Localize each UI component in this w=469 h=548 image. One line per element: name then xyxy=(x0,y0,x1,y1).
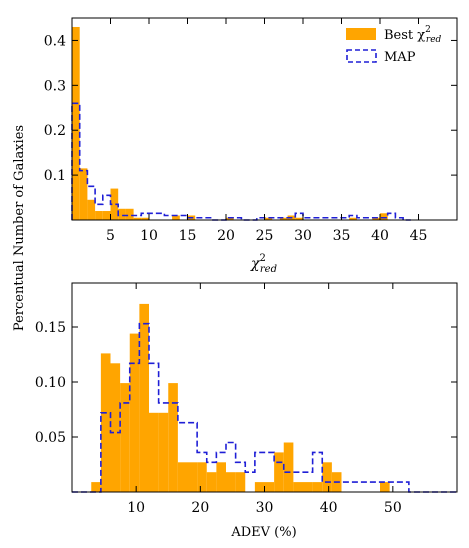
chi2-y-ticks: 0.1 0.2 0.3 0.4 xyxy=(44,33,457,184)
best-bar xyxy=(149,412,159,492)
best-bar xyxy=(139,303,149,492)
best-bar xyxy=(349,217,357,220)
chi2-x-ticks: 5 10 15 20 25 30 35 40 45 xyxy=(106,18,427,244)
best-bar xyxy=(293,482,303,492)
best-bar xyxy=(110,363,121,492)
best-bar xyxy=(118,208,126,220)
x-tick-label: 10 xyxy=(127,500,145,516)
legend-map-swatch xyxy=(346,49,377,63)
best-bar xyxy=(312,482,323,492)
legend-map-label: MAP xyxy=(384,50,416,65)
chi2-xlabel-base: χ xyxy=(250,256,261,272)
x-tick-label: 40 xyxy=(371,228,389,244)
chi2-xlabel-sup: 2 xyxy=(260,253,266,264)
best-bar xyxy=(303,482,313,492)
adev-x-ticks: 10 20 30 40 50 xyxy=(127,283,402,516)
x-tick-label: 40 xyxy=(320,500,338,516)
x-tick-label: 20 xyxy=(217,228,235,244)
best-bar xyxy=(79,168,88,220)
best-bar xyxy=(372,217,380,220)
x-tick-label: 15 xyxy=(179,228,197,244)
best-bar xyxy=(187,462,198,492)
x-tick-label: 50 xyxy=(384,500,402,516)
adev-histogram-panel: 10 20 30 40 50 0.05 0.10 0.15 ADEV (%) xyxy=(35,282,458,540)
x-tick-label: 5 xyxy=(106,228,115,244)
chi2-histogram-panel: 5 10 15 20 25 30 35 40 45 0.10.20.30.4 χ2 red Bes… xyxy=(44,17,458,275)
best-bar xyxy=(95,211,103,220)
legend-best-label-sub: red xyxy=(426,35,442,45)
x-tick-label: 30 xyxy=(256,500,274,516)
x-tick-label: 10 xyxy=(140,228,158,244)
best-chi2-bars xyxy=(72,26,388,220)
x-tick-label: 35 xyxy=(333,228,351,244)
best-bar xyxy=(177,462,188,492)
map-chi2-step-line xyxy=(71,102,411,221)
best-bar xyxy=(133,217,142,220)
adev-xlabel: ADEV (%) xyxy=(230,525,296,540)
best-bar xyxy=(100,353,111,492)
best-bar xyxy=(110,188,119,220)
best-adev-bars xyxy=(91,303,390,492)
best-bar xyxy=(226,217,234,220)
legend-best-label-sup: 2 xyxy=(425,25,431,35)
best-bar xyxy=(129,333,140,492)
best-bar xyxy=(264,217,273,220)
best-bar xyxy=(322,462,332,492)
best-bar xyxy=(87,199,96,220)
best-bar xyxy=(279,217,288,220)
y-tick-label: 0.4 xyxy=(44,33,66,49)
best-bar xyxy=(91,482,101,492)
legend: Best χ2 red MAP xyxy=(346,25,442,65)
best-bar xyxy=(216,462,226,492)
legend-best-label: Best χ2 red xyxy=(384,25,442,45)
x-tick-label: 45 xyxy=(410,228,428,244)
x-tick-label: 20 xyxy=(191,500,209,516)
best-bar xyxy=(254,482,265,492)
chi2-xlabel: χ2 red xyxy=(250,253,277,275)
best-bar xyxy=(226,472,236,492)
best-bar xyxy=(283,442,294,492)
legend-best-swatch xyxy=(346,28,376,40)
best-bar xyxy=(168,383,178,492)
legend-best-label-base: Best χ xyxy=(384,28,425,43)
best-bar xyxy=(197,462,207,492)
best-bar xyxy=(380,482,390,492)
best-bar xyxy=(295,217,303,220)
y-tick-label: 0.2 xyxy=(44,123,66,139)
x-tick-label: 25 xyxy=(256,228,274,244)
chi2-xlabel-sub: red xyxy=(260,264,277,275)
y-tick-label: 0.05 xyxy=(35,430,66,446)
best-bar xyxy=(158,412,169,492)
best-bar xyxy=(172,215,180,220)
adev-y-ticks: 0.05 0.10 0.15 xyxy=(35,320,457,446)
best-bar xyxy=(264,482,275,492)
best-bar xyxy=(120,383,130,492)
best-bar xyxy=(206,472,217,492)
chi2-plot-frame xyxy=(71,17,458,221)
best-bar xyxy=(141,217,149,220)
best-bar xyxy=(125,208,134,220)
y-tick-label: 0.15 xyxy=(35,320,66,336)
best-bar xyxy=(274,452,284,492)
y-tick-label: 0.10 xyxy=(35,375,66,391)
best-bar xyxy=(72,26,80,220)
map-adev-step-line xyxy=(72,322,457,493)
best-bar xyxy=(235,472,246,492)
y-tick-label: 0.1 xyxy=(44,168,66,184)
best-bar xyxy=(380,213,388,220)
best-bar xyxy=(102,211,111,220)
x-tick-label: 30 xyxy=(294,228,312,244)
shared-ylabel: Percentual Number of Galaxies xyxy=(12,125,27,331)
y-tick-label: 0.3 xyxy=(44,78,66,94)
